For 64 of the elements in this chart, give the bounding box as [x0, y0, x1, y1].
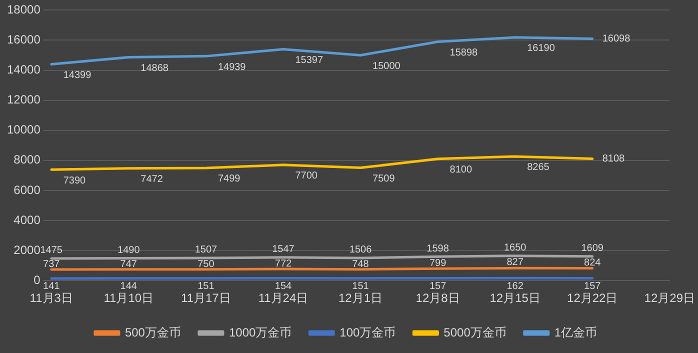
legend-label: 1000万金币 [228, 325, 292, 340]
data-label: 1490 [118, 244, 140, 256]
data-label: 1506 [349, 244, 372, 256]
data-label: 1609 [581, 243, 604, 254]
data-label: 144 [120, 281, 138, 292]
x-tick-label: 11月10日 [104, 291, 154, 306]
data-label: 772 [274, 258, 292, 270]
data-label: 8100 [450, 164, 472, 176]
data-label: 799 [429, 258, 447, 269]
data-label: 15397 [295, 55, 324, 66]
data-label: 737 [43, 259, 60, 270]
data-label: 16190 [527, 43, 556, 54]
y-tick-label: 16000 [6, 32, 41, 47]
data-label: 1650 [504, 242, 527, 254]
data-label: 827 [506, 257, 524, 268]
legend-label: 5000万金币 [444, 325, 506, 340]
data-label: 14939 [218, 62, 246, 73]
x-tick-label: 12月1日 [338, 291, 383, 306]
data-label: 157 [429, 280, 447, 292]
legend-label: 1亿金币 [554, 325, 598, 340]
y-tick-label: 18000 [6, 2, 41, 17]
x-tick-label: 12月15日 [490, 291, 540, 306]
data-label: 151 [352, 281, 370, 292]
data-label: 141 [43, 281, 60, 292]
data-label: 1507 [194, 244, 218, 256]
data-label: 14868 [140, 63, 169, 74]
y-tick-label: 14000 [6, 62, 41, 77]
data-label: 8265 [527, 162, 550, 174]
y-tick-label: 10000 [6, 122, 41, 137]
data-label: 1547 [272, 244, 295, 256]
x-tick-label: 11月17日 [181, 291, 231, 306]
y-tick-label: 2000 [14, 242, 41, 257]
data-label: 14399 [63, 70, 92, 82]
y-tick-label: 6000 [14, 182, 41, 197]
data-label: 1475 [40, 245, 63, 256]
data-label: 8108 [602, 154, 626, 165]
data-label: 16098 [602, 34, 631, 45]
x-tick-label: 12月22日 [567, 291, 618, 306]
data-label: 7700 [295, 170, 318, 182]
y-tick-label: 4000 [14, 212, 41, 227]
y-tick-label: 0 [34, 272, 41, 287]
data-label: 162 [506, 280, 524, 292]
y-tick-label: 12000 [6, 92, 41, 107]
y-tick-label: 8000 [14, 152, 41, 167]
data-label: 7499 [218, 174, 241, 185]
x-tick-label: 12月29日 [644, 291, 696, 306]
data-label: 7390 [63, 175, 86, 186]
data-label: 1598 [426, 243, 450, 254]
x-tick-label: 12月8日 [416, 291, 460, 306]
data-label: 151 [198, 281, 215, 292]
legend-label: 100万金币 [340, 325, 396, 340]
data-label: 7472 [140, 174, 164, 186]
data-label: 824 [584, 258, 602, 269]
data-label: 154 [274, 281, 292, 292]
legend-label: 500万金币 [124, 325, 181, 340]
data-label: 157 [584, 280, 602, 292]
x-tick-label: 11月3日 [30, 291, 73, 306]
data-label: 748 [352, 258, 370, 270]
data-label: 747 [120, 259, 138, 270]
data-label: 15000 [372, 61, 401, 72]
data-label: 15898 [450, 48, 478, 59]
data-label: 750 [198, 258, 215, 270]
data-label: 7509 [372, 174, 396, 185]
x-tick-label: 11月24日 [258, 291, 308, 306]
